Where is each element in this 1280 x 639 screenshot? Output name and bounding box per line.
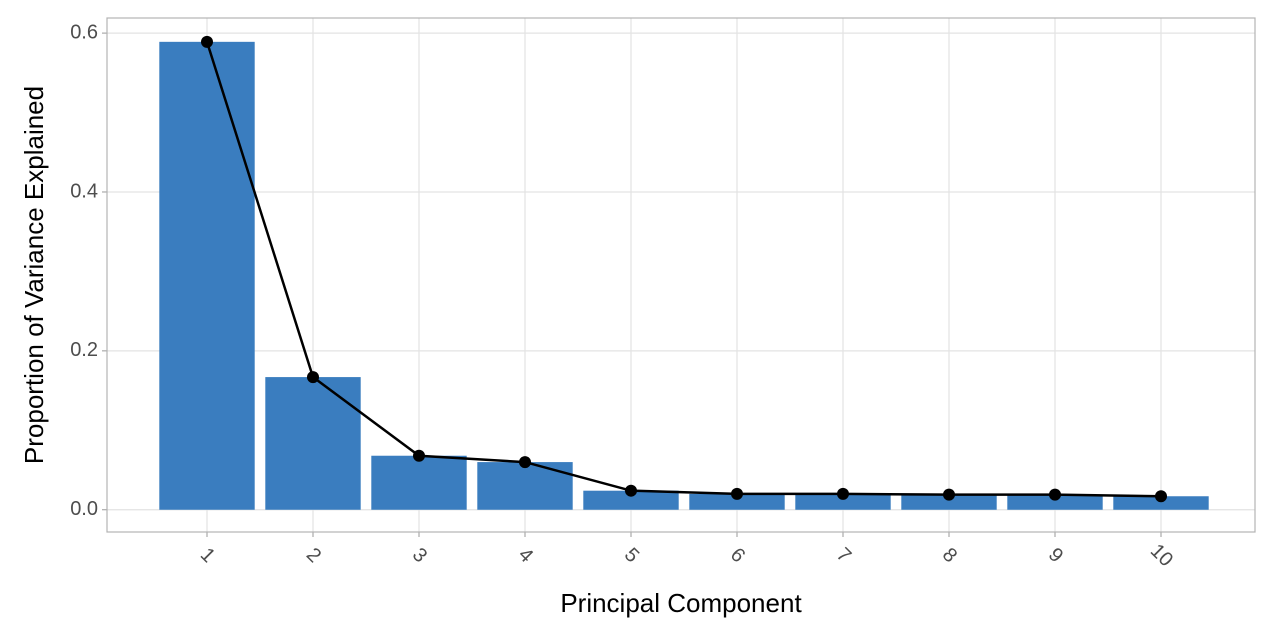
point xyxy=(413,449,425,462)
point xyxy=(201,35,213,48)
panel-border xyxy=(106,17,1256,533)
x-tick-label: 6 xyxy=(726,544,749,567)
x-axis-title: Principal Component xyxy=(560,588,802,618)
bar xyxy=(371,455,467,510)
x-tick-label: 8 xyxy=(938,544,961,567)
x-tick-label: 3 xyxy=(408,544,431,567)
bar xyxy=(1007,494,1103,510)
x-tick-label: 7 xyxy=(832,544,855,567)
x-tick-label: 2 xyxy=(302,544,325,567)
x-tick-label: 9 xyxy=(1044,544,1067,567)
point xyxy=(519,456,531,469)
bar xyxy=(901,494,997,510)
point xyxy=(837,487,849,500)
x-tick-label: 4 xyxy=(514,544,537,567)
bar xyxy=(583,490,679,510)
x-tick-label: 5 xyxy=(620,544,643,567)
y-tick-label: 0.0 xyxy=(70,498,98,520)
line xyxy=(205,41,1162,498)
point xyxy=(1049,488,1061,501)
point xyxy=(731,487,743,500)
bar xyxy=(265,377,361,510)
bar xyxy=(159,41,255,510)
y-tick-label: 0.6 xyxy=(70,21,98,43)
y-axis-title: Proportion of Variance Explained xyxy=(19,86,49,464)
bar xyxy=(1113,496,1209,510)
point xyxy=(307,371,319,384)
bar xyxy=(477,462,573,510)
point xyxy=(1155,490,1167,503)
x-tick-label: 10 xyxy=(1146,540,1177,571)
y-tick-label: 0.2 xyxy=(70,339,98,361)
point xyxy=(943,488,955,501)
point xyxy=(625,484,637,497)
bar xyxy=(795,493,891,510)
x-tick-label: 1 xyxy=(196,544,219,567)
y-tick-label: 0.4 xyxy=(70,180,98,202)
bar xyxy=(689,493,785,510)
